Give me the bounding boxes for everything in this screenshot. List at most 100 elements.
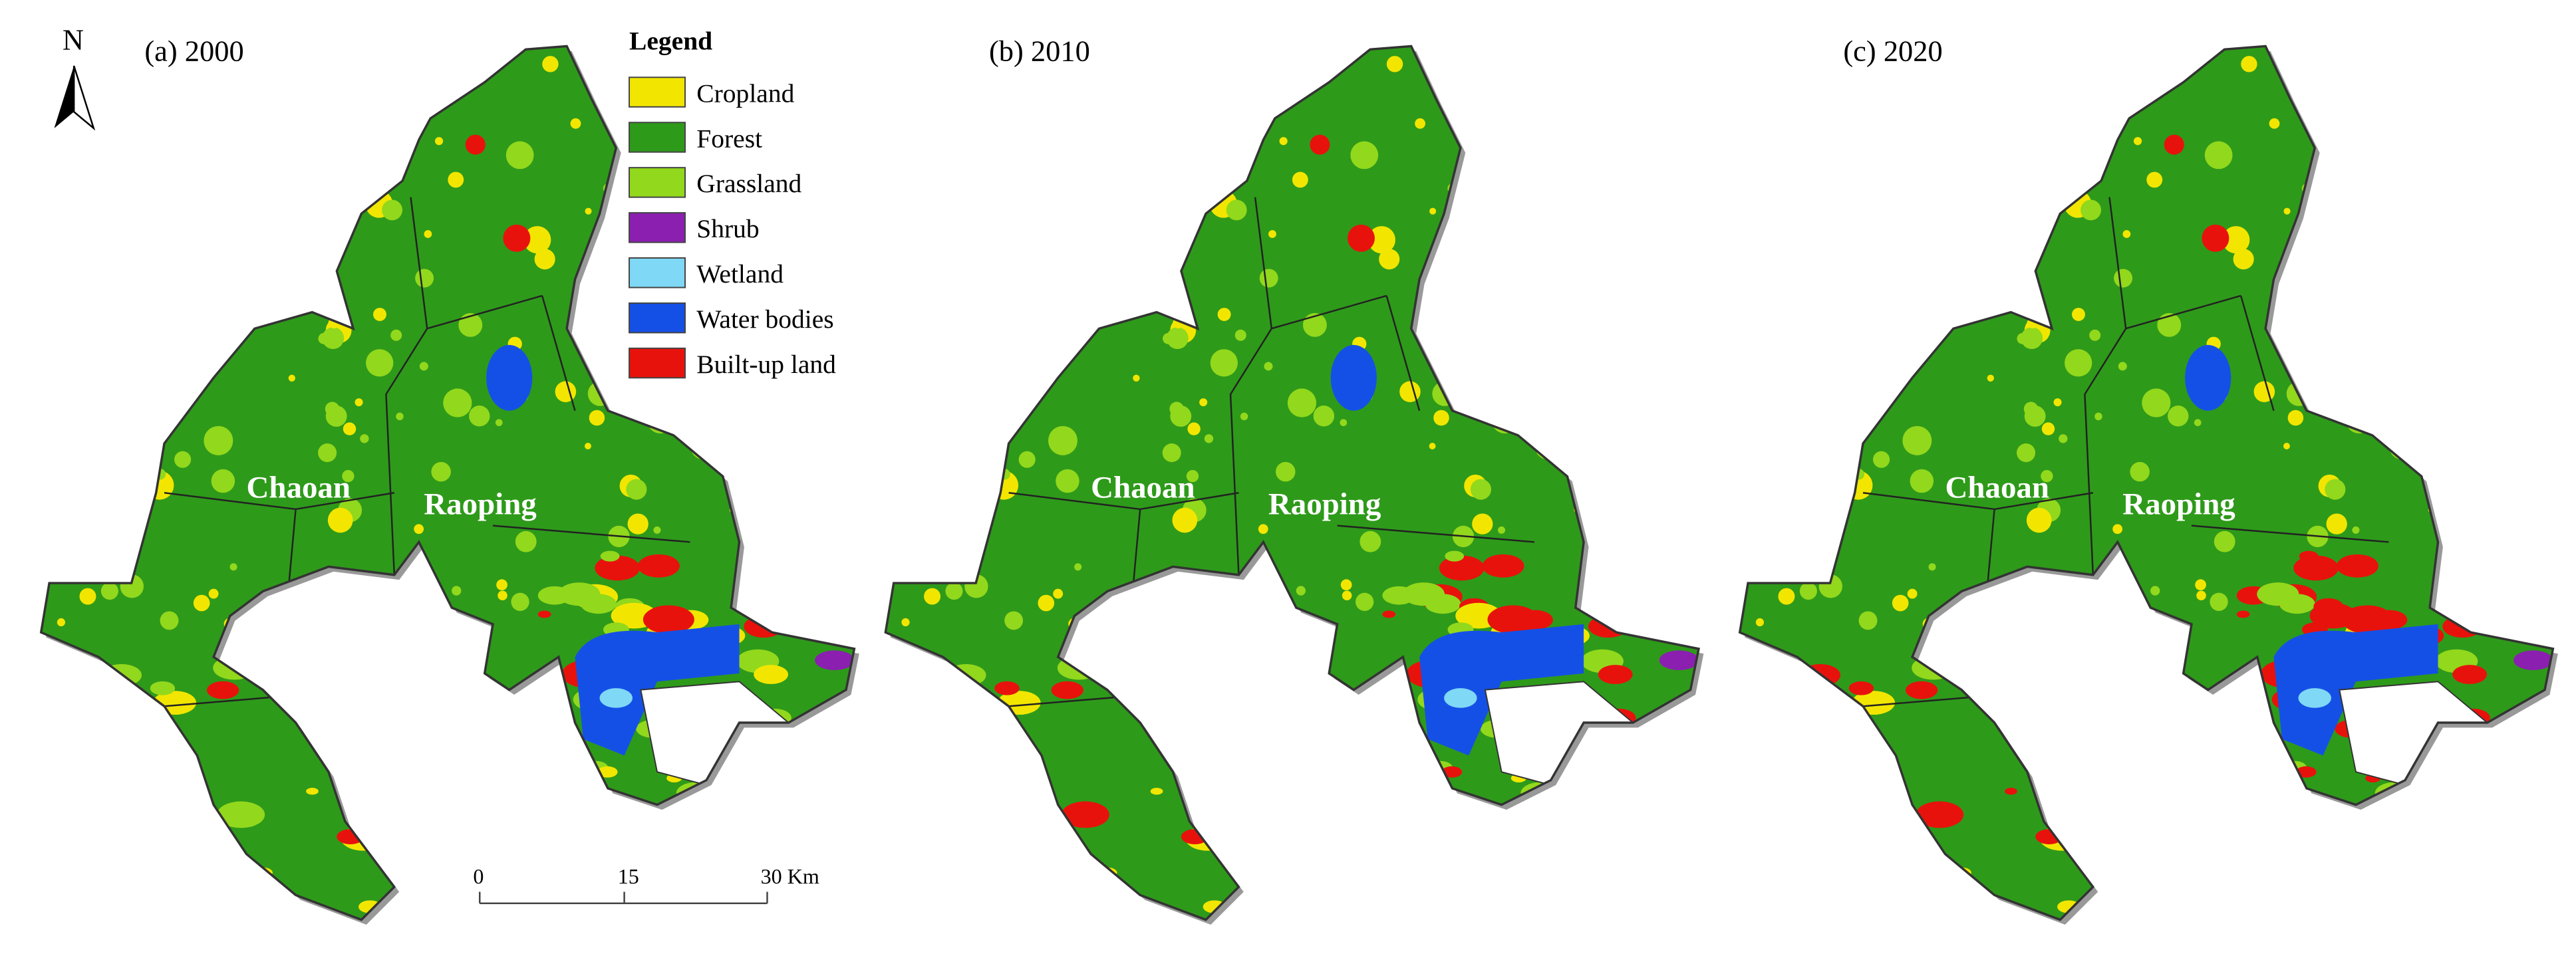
- land-patch: [1286, 697, 1302, 712]
- land-patch: [318, 443, 337, 463]
- land-patch: [2394, 396, 2421, 423]
- land-patch: [2269, 118, 2280, 129]
- land-patch: [804, 455, 815, 466]
- land-patch: [1004, 611, 1024, 630]
- legend-swatch: [629, 122, 686, 153]
- land-patch: [1953, 46, 1980, 71]
- land-patch: [873, 492, 881, 500]
- land-patch: [907, 233, 918, 245]
- land-patch: [103, 46, 128, 66]
- land-patch: [414, 524, 424, 535]
- land-patch: [2146, 172, 2163, 188]
- land-patch: [2214, 531, 2235, 552]
- land-patch: [443, 388, 472, 418]
- land-patch: [901, 618, 910, 627]
- land-patch: [1162, 443, 1181, 463]
- land-patch: [820, 613, 851, 631]
- land-patch: [523, 226, 551, 254]
- land-patch: [2114, 269, 2133, 288]
- land-patch: [1795, 75, 1814, 94]
- land-patch: [2222, 226, 2250, 254]
- land-patch: [945, 582, 963, 600]
- land-patch: [1582, 826, 1626, 850]
- land-patch: [1531, 231, 1559, 259]
- land-patch: [824, 783, 844, 795]
- land-patch: [1342, 590, 1352, 601]
- wetland-patch: [1444, 688, 1477, 708]
- land-patch: [2448, 233, 2464, 249]
- land-patch: [1844, 130, 1873, 159]
- land-patch: [2386, 892, 2404, 902]
- land-patch: [751, 380, 764, 392]
- land-patch: [484, 26, 502, 45]
- land-patch: [1540, 396, 1567, 423]
- land-patch: [1210, 349, 1238, 377]
- land-patch: [174, 451, 192, 468]
- land-patch: [909, 694, 936, 709]
- land-patch: [1657, 806, 1671, 814]
- land-patch: [1429, 443, 1436, 449]
- land-patch: [1209, 96, 1223, 110]
- land-patch: [2072, 308, 2085, 321]
- land-patch: [1042, 359, 1053, 369]
- land-patch: [2328, 857, 2350, 870]
- land-patch: [2452, 665, 2488, 684]
- land-patch: [1739, 802, 1786, 830]
- legend-swatch: [629, 212, 686, 243]
- land-patch: [1661, 523, 1685, 546]
- land-patch: [1347, 884, 1361, 897]
- land-patch: [1379, 249, 1400, 270]
- land-patch: [2275, 878, 2324, 905]
- land-patch: [1795, 118, 1802, 126]
- land-patch: [502, 884, 516, 897]
- land-patch: [364, 782, 378, 790]
- land-patch: [1074, 563, 1082, 571]
- land-patch: [2024, 406, 2046, 427]
- water-patch: [575, 624, 740, 756]
- land-patch: [2194, 419, 2202, 427]
- land-patch: [2195, 742, 2217, 764]
- region-outline: [39, 45, 856, 921]
- land-patch: [524, 876, 549, 901]
- land-patch: [940, 118, 948, 126]
- land-patch: [2065, 648, 2090, 661]
- land-patch: [1402, 582, 1445, 606]
- land-patch: [2157, 312, 2182, 337]
- land-patch: [170, 240, 178, 249]
- land-patch: [2326, 513, 2347, 535]
- land-patch: [1268, 909, 1276, 919]
- land-patch: [64, 570, 76, 583]
- land-patch: [2168, 782, 2196, 810]
- land-patch: [589, 275, 613, 298]
- land-patch: [2079, 681, 2118, 704]
- land-patch: [1987, 33, 1993, 40]
- land-patch: [1341, 742, 1363, 764]
- land-patch: [2389, 434, 2414, 460]
- land-patch: [534, 798, 573, 820]
- land-patch: [2233, 249, 2254, 270]
- land-patch: [1902, 342, 1925, 364]
- land-patch: [1042, 341, 1069, 368]
- land-patch: [2463, 828, 2504, 852]
- land-patch: [152, 326, 176, 350]
- land-patch: [1123, 652, 1175, 681]
- land-patch: [2441, 142, 2458, 159]
- land-patch: [654, 399, 668, 412]
- land-patch: [687, 892, 706, 902]
- land-patch: [1910, 469, 1934, 493]
- land-patch: [736, 874, 760, 888]
- land-patch: [1873, 451, 1890, 468]
- land-patch: [1498, 526, 1506, 534]
- land-patch: [405, 897, 423, 915]
- land-patch: [1830, 201, 1853, 223]
- land-patch: [1313, 406, 1335, 427]
- land-patch: [1451, 824, 1499, 852]
- land-patch: [2091, 906, 2122, 920]
- land-patch: [954, 67, 965, 78]
- land-patch: [1579, 60, 1604, 85]
- land-patch: [885, 802, 932, 830]
- land-patch: [255, 46, 281, 71]
- land-patch: [382, 199, 403, 221]
- land-patch: [2122, 230, 2131, 238]
- land-patch: [2516, 523, 2539, 546]
